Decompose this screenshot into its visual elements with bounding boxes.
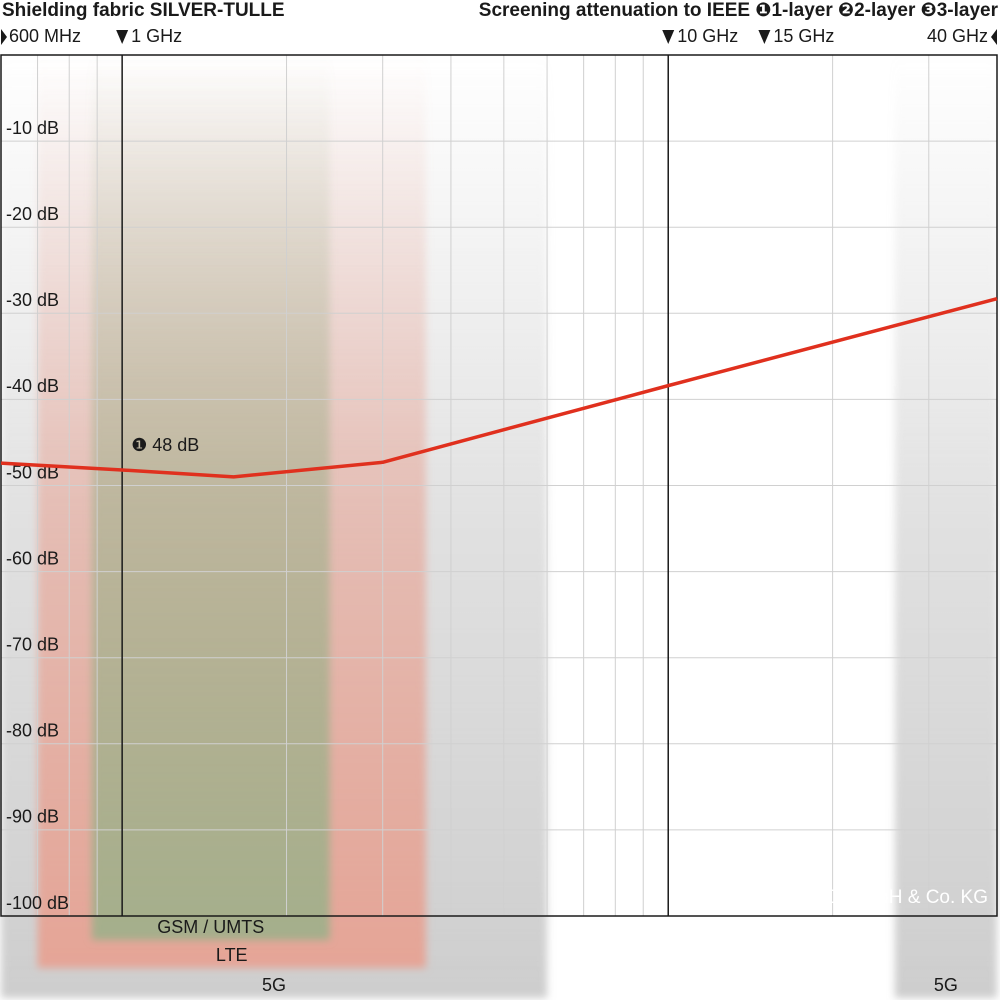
series-line	[0, 296, 998, 479]
y-tick-label: -40 dB	[6, 376, 59, 396]
band-label: GSM / UMTS	[157, 917, 264, 937]
x-tick-label: 600 MHz	[9, 26, 81, 46]
y-tick-label: -60 dB	[6, 548, 59, 568]
y-tick-label: -70 dB	[6, 634, 59, 654]
x-tick-label: 1 GHz	[131, 26, 182, 46]
y-tick-label: -90 dB	[6, 807, 59, 827]
x-tick-label: 40 GHz	[927, 26, 988, 46]
copyright: © YSHIELD GmbH & Co. KG	[742, 887, 988, 908]
y-tick-label: -30 dB	[6, 290, 59, 310]
band-label: LTE	[216, 945, 248, 965]
x-tick-marker	[662, 30, 675, 44]
band	[91, 55, 330, 940]
chart-subtitle: Screening attenuation to IEEE ❶1-layer ❷…	[479, 0, 999, 21]
x-tick-label: 10 GHz	[677, 26, 738, 46]
x-tick-marker	[116, 30, 129, 44]
annotation: ❶ 48 dB	[131, 435, 199, 455]
x-tick-marker	[758, 30, 771, 44]
band-label: 5G	[934, 975, 958, 995]
grid	[0, 54, 998, 917]
chart-title: Shielding fabric SILVER-TULLE	[2, 0, 285, 21]
y-tick-label: -80 dB	[6, 721, 59, 741]
bands: 5G 5G LTE GSM / UMTS	[1, 55, 997, 998]
y-tick-label: -100 dB	[6, 893, 69, 913]
x-tick-label: 15 GHz	[773, 26, 834, 46]
y-tick-label: -20 dB	[6, 204, 59, 224]
y-tick-label: -10 dB	[6, 118, 59, 138]
band-label: 5G	[262, 975, 286, 995]
x-tick-marker	[1, 29, 7, 45]
x-tick-marker	[991, 29, 997, 45]
band	[894, 55, 997, 998]
plot-frame	[0, 54, 998, 917]
